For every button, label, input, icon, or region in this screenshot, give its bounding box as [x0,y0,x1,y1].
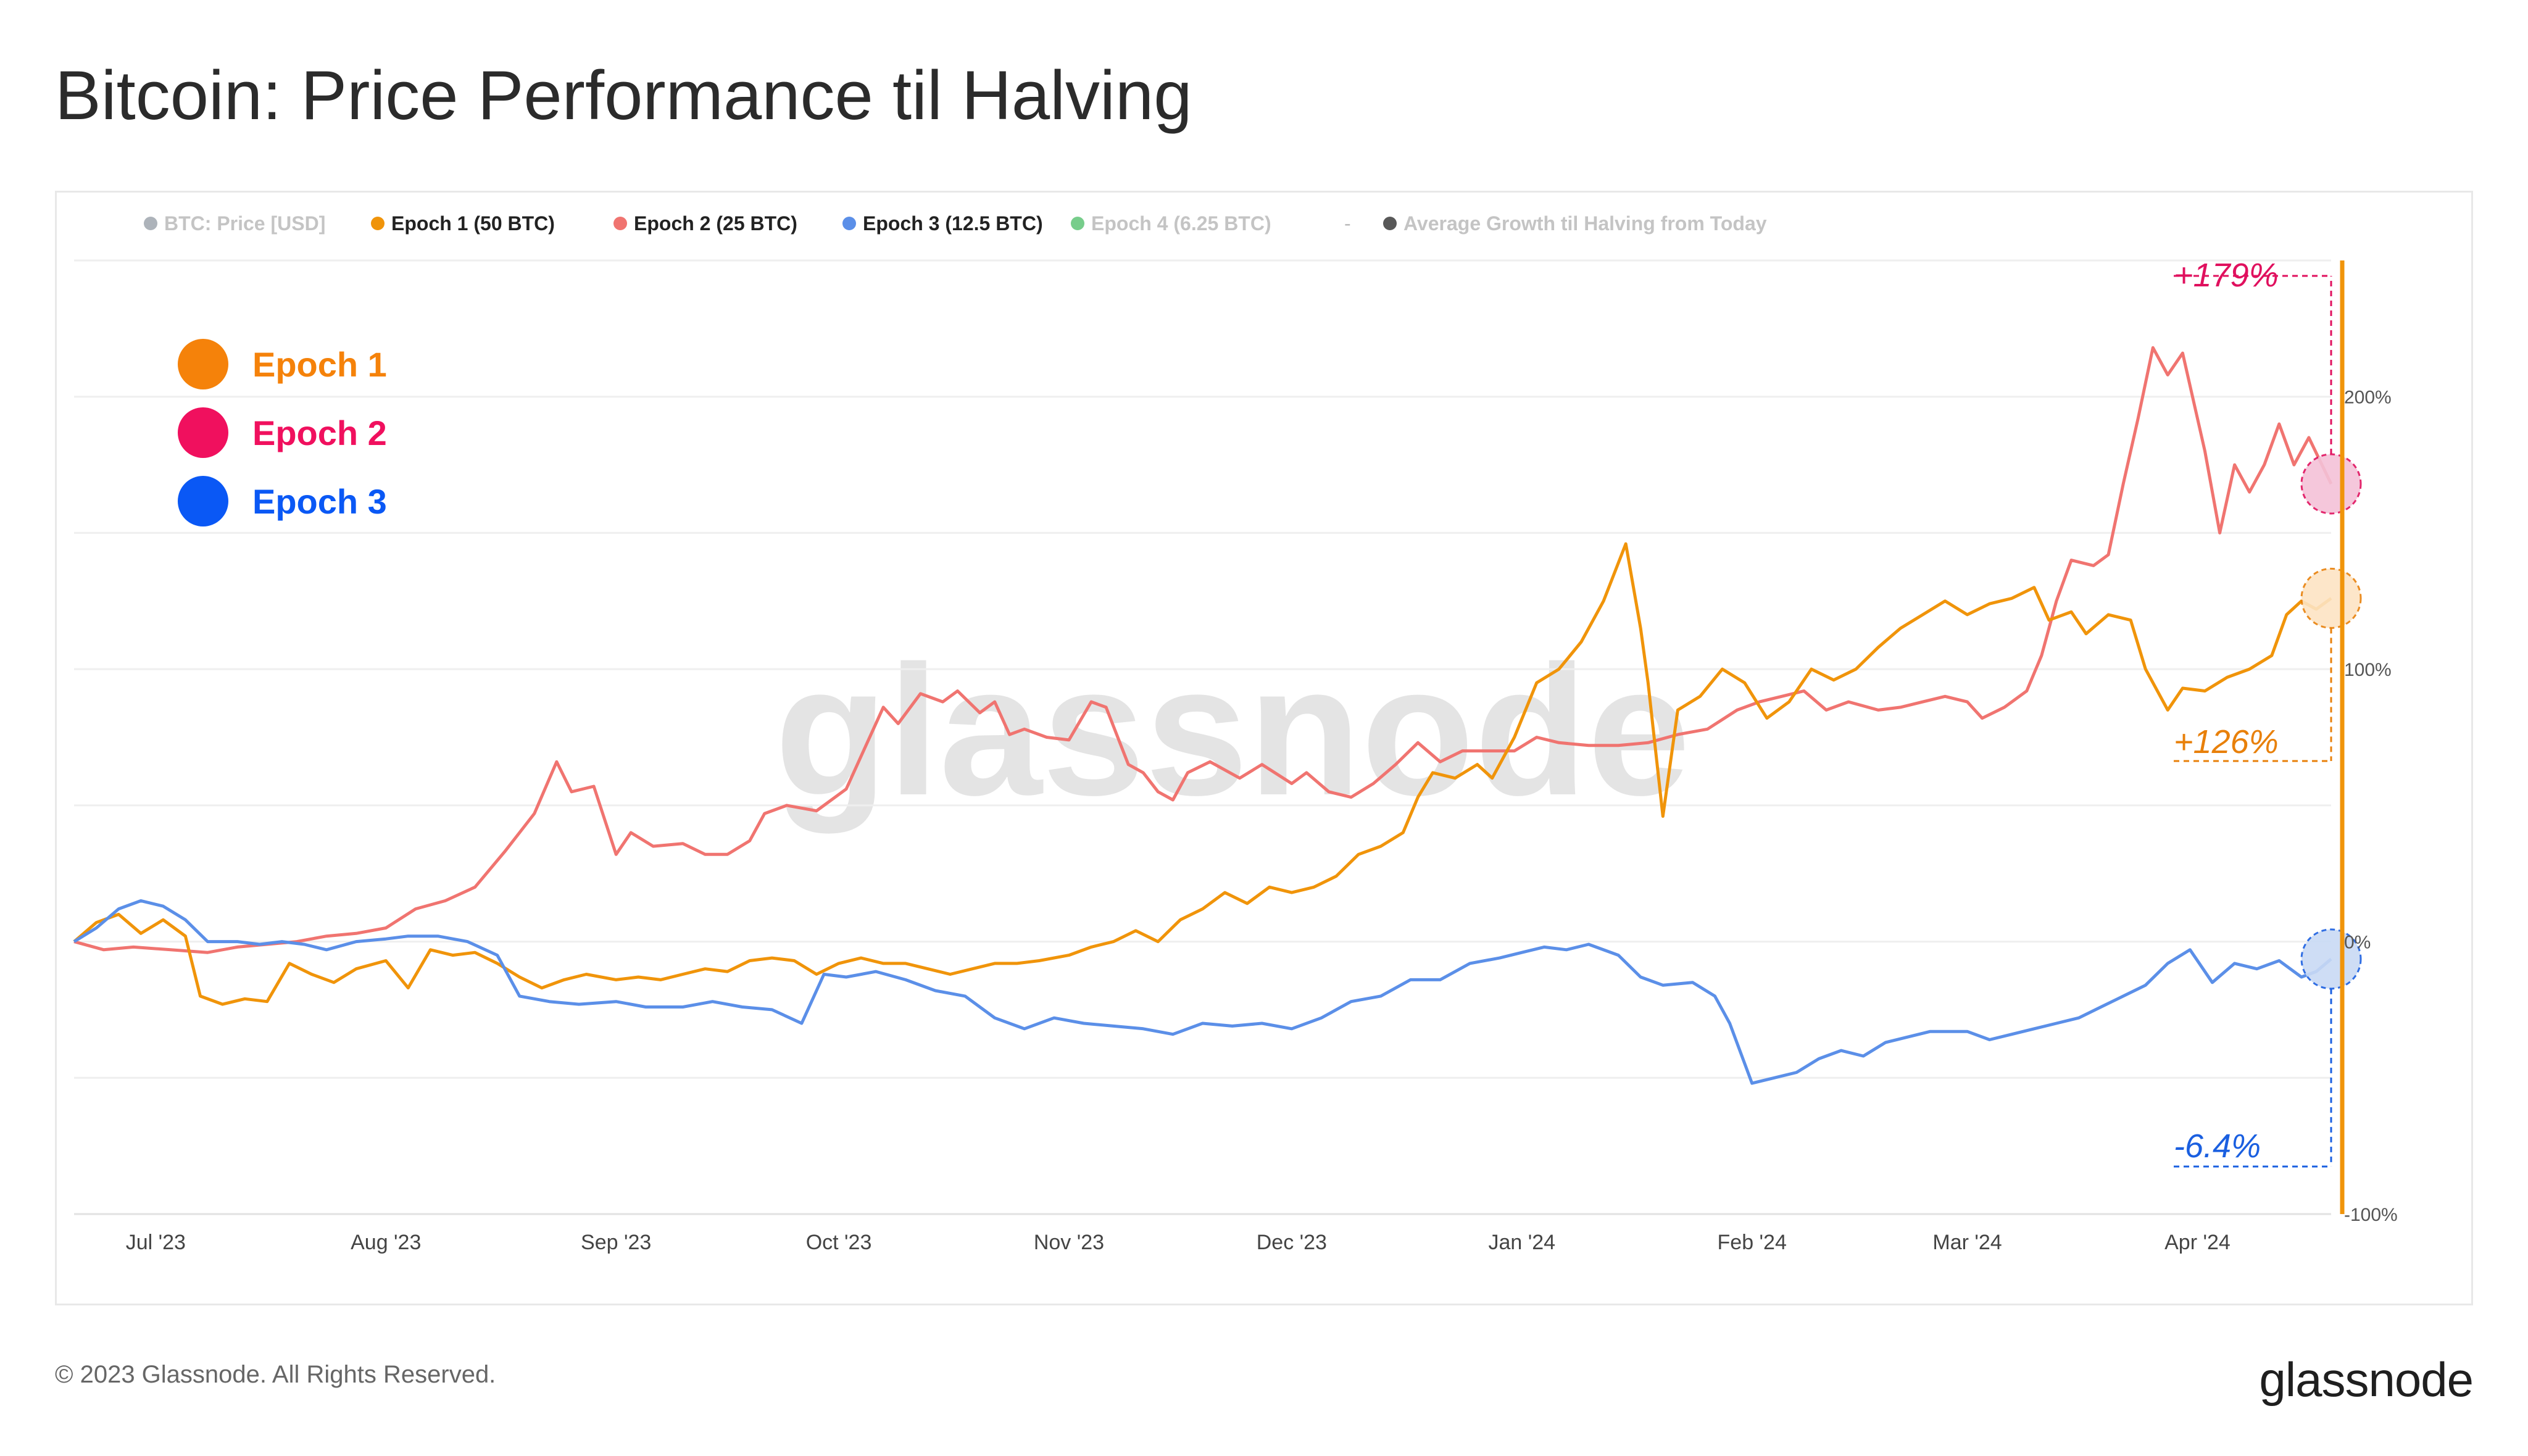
annotations: +179% +126% -6.4% [2174,257,2362,1168]
inset-legend-label: Epoch 1 [252,345,387,384]
legend-marker [1071,217,1084,230]
x-tick-label: Aug '23 [351,1231,421,1254]
x-tick-label: Feb '24 [1718,1231,1787,1254]
legend-item[interactable]: Epoch 3 (12.5 BTC) [842,212,1043,235]
copyright-notice: © 2023 Glassnode. All Rights Reserved. [55,1361,496,1388]
annotation-label: +126% [2174,723,2279,760]
series-line[interactable] [73,899,2332,1085]
endpoint-highlight [2300,567,2362,629]
legend-label: Epoch 4 (6.25 BTC) [1091,212,1271,235]
legend-item[interactable]: Epoch 1 (50 BTC) [371,212,555,235]
endpoint-highlight [2300,453,2362,515]
glassnode-logo: glassnode [2259,1352,2474,1407]
legend-marker [842,217,856,230]
legend-label: Epoch 3 (12.5 BTC) [863,212,1043,235]
series-line[interactable] [73,542,2332,1006]
chart-panel: glassnode BTC: Price [USD] Epoch 1 (50 BT… [55,191,2473,1305]
legend-label: Epoch 2 (25 BTC) [634,212,797,235]
legend-item[interactable]: BTC: Price [USD] [144,212,325,235]
watermark-text: glassnode [775,626,1690,835]
x-tick-label: Oct '23 [806,1231,872,1254]
x-tick-label: Mar '24 [1932,1231,2002,1254]
chart: glassnode BTC: Price [USD] Epoch 1 (50 BT… [73,212,2398,1254]
legend-label: Average Growth til Halving from Today [1403,212,1767,235]
series-lines[interactable] [73,346,2333,1085]
chart-legend[interactable]: BTC: Price [USD] Epoch 1 (50 BTC) Epoch 2 … [144,212,1767,235]
annotation-label: -6.4% [2174,1128,2261,1165]
x-tick-label: Nov '23 [1034,1231,1104,1254]
legend-item[interactable]: Epoch 4 (6.25 BTC) [1071,212,1271,235]
x-tick-label: Dec '23 [1257,1231,1327,1254]
x-tick-label: Jul '23 [126,1231,186,1254]
inset-legend-label: Epoch 2 [252,414,387,452]
x-tick-label: Sep '23 [581,1231,651,1254]
inset-legend-marker [178,339,228,389]
series-line[interactable] [73,346,2333,954]
annotation-label: +179% [2174,257,2279,294]
y-tick-label: 0% [2344,933,2371,953]
legend-marker [1383,217,1397,230]
inset-legend-label: Epoch 3 [252,482,387,521]
legend-item[interactable]: - [1344,212,1351,235]
y-tick-label: 100% [2344,660,2392,680]
y-tick-label: 200% [2344,388,2392,408]
inset-legend-marker [178,476,228,526]
inset-legend-marker [178,407,228,458]
x-tick-label: Jan '24 [1488,1231,1555,1254]
legend-item[interactable]: Epoch 2 (25 BTC) [613,212,797,235]
axes: 200% 100% 0% -100% Jul '23 Aug '23 Sep '23 Oct … [126,260,2398,1254]
legend-label: BTC: Price [USD] [164,212,325,235]
legend-item[interactable]: Average Growth til Halving from Today [1383,212,1767,235]
legend-label: Epoch 1 (50 BTC) [391,212,555,235]
inset-legend: Epoch 1 Epoch 2 Epoch 3 [178,339,387,526]
legend-marker [371,217,385,230]
watermark: glassnode [775,626,1690,835]
y-tick-label: -100% [2344,1205,2398,1225]
gridlines [74,259,2331,1215]
legend-dash: - [1344,212,1351,235]
legend-marker [613,217,627,230]
legend-marker [144,217,157,230]
page-title: Bitcoin: Price Performance til Halving [55,57,1192,134]
x-tick-label: Apr '24 [2164,1231,2231,1254]
